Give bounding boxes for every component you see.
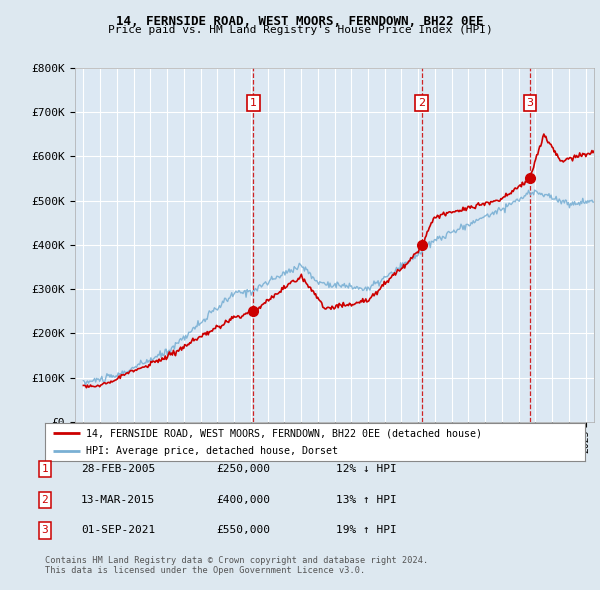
Text: £550,000: £550,000 — [216, 526, 270, 535]
Text: HPI: Average price, detached house, Dorset: HPI: Average price, detached house, Dors… — [86, 446, 337, 456]
Text: £400,000: £400,000 — [216, 495, 270, 504]
Text: 2: 2 — [41, 495, 49, 504]
Text: 1: 1 — [41, 464, 49, 474]
Text: 14, FERNSIDE ROAD, WEST MOORS, FERNDOWN, BH22 0EE (detached house): 14, FERNSIDE ROAD, WEST MOORS, FERNDOWN,… — [86, 428, 482, 438]
Text: Contains HM Land Registry data © Crown copyright and database right 2024.: Contains HM Land Registry data © Crown c… — [45, 556, 428, 565]
Text: £250,000: £250,000 — [216, 464, 270, 474]
Text: 1: 1 — [250, 99, 257, 108]
Text: 13% ↑ HPI: 13% ↑ HPI — [336, 495, 397, 504]
Text: 12% ↓ HPI: 12% ↓ HPI — [336, 464, 397, 474]
Text: This data is licensed under the Open Government Licence v3.0.: This data is licensed under the Open Gov… — [45, 566, 365, 575]
Text: Price paid vs. HM Land Registry's House Price Index (HPI): Price paid vs. HM Land Registry's House … — [107, 25, 493, 35]
Text: 2: 2 — [418, 99, 425, 108]
Text: 13-MAR-2015: 13-MAR-2015 — [81, 495, 155, 504]
Text: 19% ↑ HPI: 19% ↑ HPI — [336, 526, 397, 535]
Text: 01-SEP-2021: 01-SEP-2021 — [81, 526, 155, 535]
Text: 28-FEB-2005: 28-FEB-2005 — [81, 464, 155, 474]
Text: 14, FERNSIDE ROAD, WEST MOORS, FERNDOWN, BH22 0EE: 14, FERNSIDE ROAD, WEST MOORS, FERNDOWN,… — [116, 15, 484, 28]
Text: 3: 3 — [41, 526, 49, 535]
Text: 3: 3 — [526, 99, 533, 108]
